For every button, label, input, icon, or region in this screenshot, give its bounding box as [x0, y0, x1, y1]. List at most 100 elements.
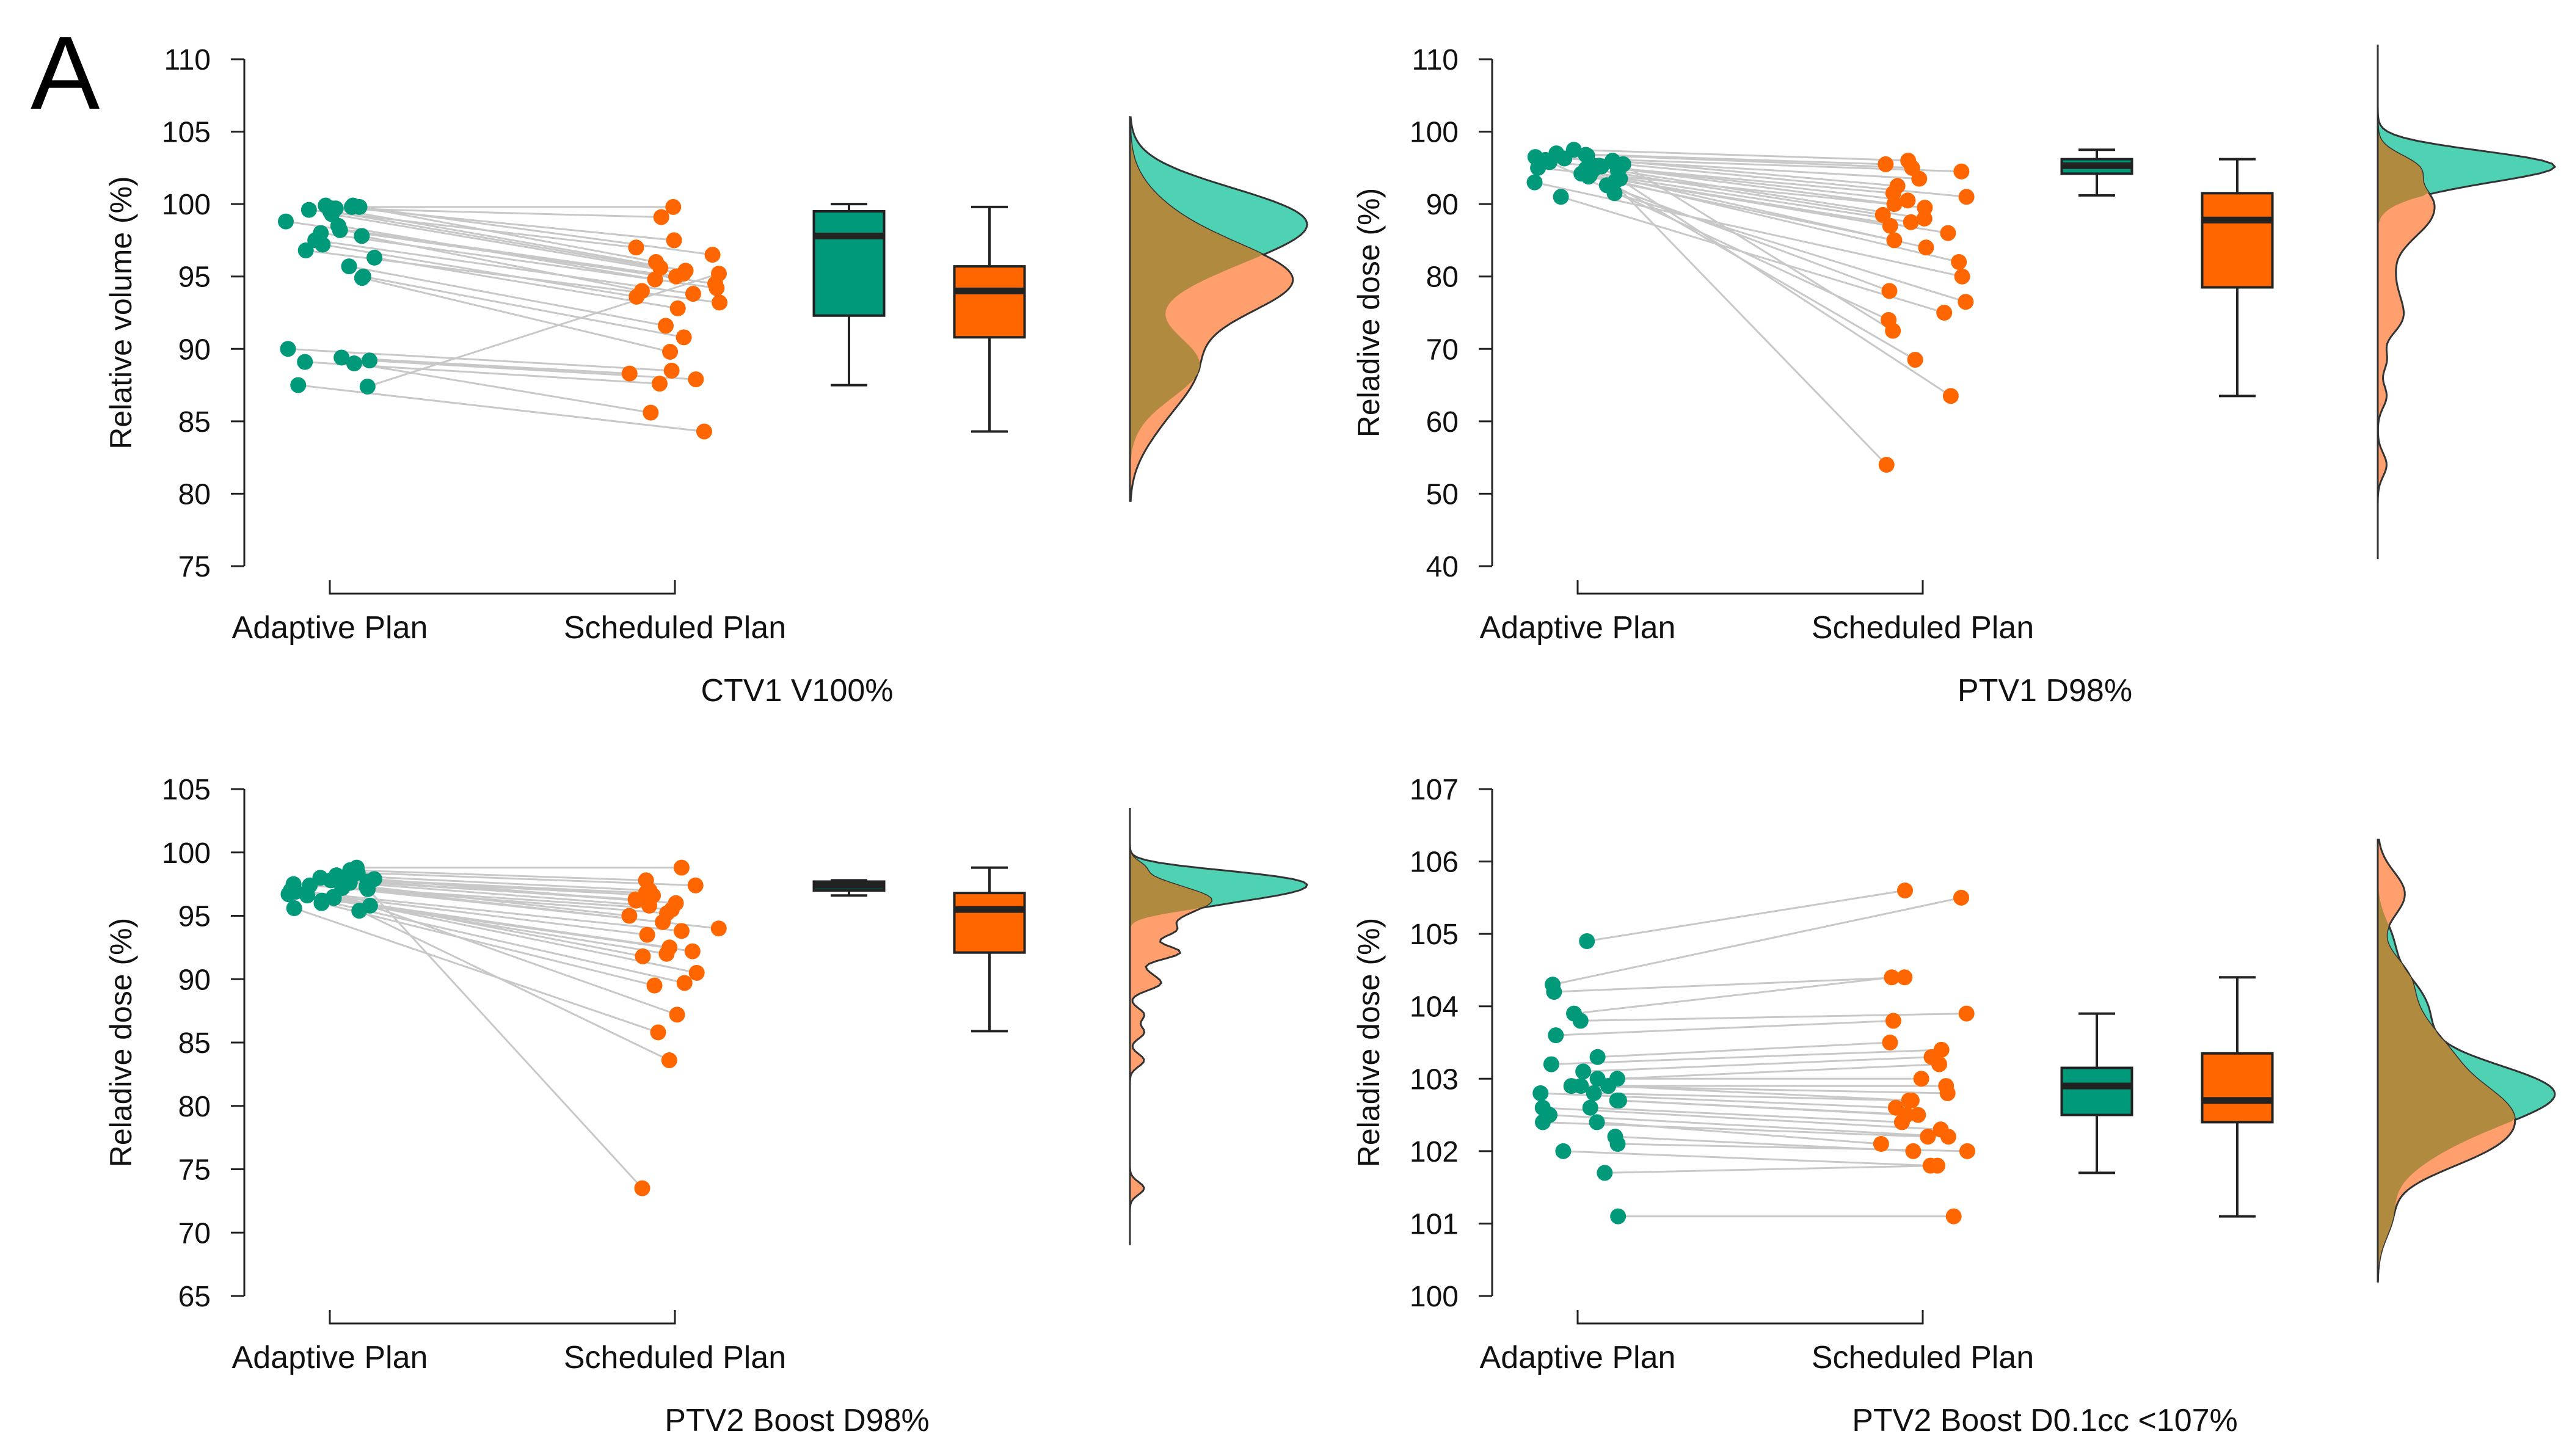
pair-line	[1590, 1107, 1902, 1123]
scheduled-point	[665, 198, 682, 215]
x-category-label: Adaptive Plan	[1480, 1340, 1676, 1375]
y-axis-label: Reladive dose (%)	[1352, 918, 1386, 1168]
pair-line	[369, 359, 696, 380]
pair-line	[359, 206, 713, 256]
y-axis-label: Reladive dose (%)	[1352, 188, 1386, 438]
pair-line	[1586, 155, 1887, 466]
scheduled-point	[628, 239, 644, 256]
pair-line	[1580, 1013, 1967, 1022]
chart-panels: 75 80 85 90 95 100 105 110 Relative volume (%) Ad…	[104, 44, 2557, 1438]
pair-line	[341, 357, 630, 375]
x-category-label: Scheduled Plan	[564, 1340, 786, 1375]
pair-line	[1598, 165, 1951, 397]
scheduled-point	[1886, 196, 1903, 213]
scheduled-point	[647, 271, 663, 288]
scheduled-point	[1913, 1071, 1929, 1087]
pair-line	[1617, 1063, 1940, 1080]
pair-line	[1561, 195, 1945, 314]
y-tick-label: 100	[162, 837, 211, 870]
scheduled-point	[663, 362, 680, 379]
adaptive-point	[297, 354, 313, 370]
scheduled-point	[1901, 1092, 1917, 1108]
adaptive-point	[1556, 150, 1573, 167]
scheduled-point	[1900, 192, 1916, 209]
scheduled-point	[1920, 1129, 1936, 1145]
scheduled-box	[2201, 1052, 2274, 1124]
scheduled-point	[1940, 225, 1956, 241]
adaptive-point	[1537, 151, 1554, 168]
pair-line	[359, 909, 670, 1061]
x-category-label: Adaptive Plan	[232, 1340, 428, 1375]
pair-line	[363, 275, 684, 338]
adaptive-point	[354, 228, 370, 244]
pair-line	[1597, 1121, 1881, 1145]
scheduled-point	[655, 914, 671, 930]
adaptive-point	[366, 249, 383, 266]
y-tick-label: 101	[1410, 1208, 1459, 1240]
panel-ptv2_d98: 65 70 75 80 85 90 95 100 105 Reladive dose (%) Ada…	[104, 774, 1308, 1438]
scheduled-point	[685, 286, 701, 302]
adaptive-point	[315, 236, 331, 253]
scheduled-point	[704, 247, 721, 263]
y-tick-label: 75	[178, 551, 211, 583]
y-axis-label: Relative volume (%)	[104, 176, 138, 449]
pair-line	[332, 213, 684, 275]
y-tick-label: 110	[164, 44, 211, 76]
scheduled-point	[1878, 457, 1895, 473]
adaptive-point	[1590, 158, 1607, 174]
scheduled-point	[651, 376, 668, 392]
y-tick-label: 60	[1426, 406, 1459, 439]
pair-line	[288, 348, 672, 372]
pair-line	[350, 869, 646, 881]
panel-ptv1: 40 50 60 70 80 90 100 110 Reladive dose (%) Adapt…	[1352, 44, 2557, 708]
adaptive-point	[1548, 1027, 1564, 1044]
scheduled-point	[1896, 883, 1913, 898]
scheduled-point	[1953, 163, 1970, 180]
chart-title: PTV2 Boost D0.1cc <107%	[1852, 1403, 2238, 1438]
pair-line	[321, 902, 655, 987]
y-tick-label: 70	[178, 1217, 211, 1250]
scheduled-point	[1896, 969, 1913, 986]
y-tick-label: 95	[178, 901, 211, 933]
scheduled-point	[635, 948, 651, 964]
scheduled-point	[1945, 1208, 1962, 1225]
adaptive-point	[1555, 1143, 1572, 1159]
scheduled-point	[1878, 156, 1894, 172]
pair-line	[1563, 1150, 1931, 1167]
adaptive-point	[277, 213, 294, 230]
adaptive-box	[2060, 1066, 2133, 1116]
pair-line	[349, 265, 666, 327]
adaptive-point	[1582, 1099, 1598, 1116]
scheduled-point	[1951, 254, 1967, 270]
pair-line	[298, 384, 705, 432]
pair-line	[374, 878, 636, 902]
scheduled-point	[1893, 1114, 1910, 1130]
pair-line	[349, 882, 650, 907]
pair-line	[370, 905, 678, 1016]
scheduled-point	[1931, 1056, 1948, 1072]
overlap-density	[2378, 45, 2429, 559]
scheduled-point	[1939, 1085, 1956, 1101]
adaptive-point	[1586, 1085, 1602, 1101]
pair-line	[1554, 976, 1905, 993]
y-tick-label: 50	[1426, 478, 1459, 511]
y-tick-label: 90	[178, 964, 211, 996]
adaptive-point	[1563, 1078, 1579, 1094]
scheduled-point	[1958, 1005, 1975, 1022]
pair-line	[335, 207, 661, 218]
adaptive-point	[362, 352, 378, 369]
scheduled-point	[1929, 1157, 1945, 1174]
scheduled-point	[662, 344, 679, 360]
scheduled-point	[688, 964, 705, 981]
adaptive-point	[1532, 1085, 1549, 1101]
adaptive-point	[1578, 161, 1594, 177]
pair-line	[354, 362, 651, 414]
pair-line	[294, 907, 659, 1033]
adaptive-point	[346, 355, 362, 371]
pair-line	[1584, 171, 1911, 224]
scheduled-density	[2377, 45, 2436, 559]
scheduled-point	[639, 926, 655, 943]
overlap-density	[1130, 808, 1212, 1245]
pair-line	[1615, 162, 1967, 198]
y-tick-label: 80	[178, 1091, 211, 1123]
